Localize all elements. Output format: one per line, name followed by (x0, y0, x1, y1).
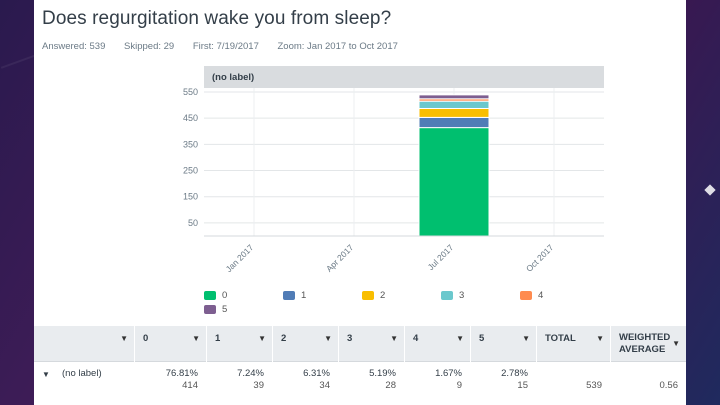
cell-col-2: 6.31% 34 (303, 368, 330, 391)
x-tick-label: Jan 2017 (224, 242, 256, 274)
header-col-1[interactable]: 1 ▼ (206, 326, 272, 362)
cell-col-3: 5.19% 28 (369, 368, 396, 391)
y-tick-label: 450 (183, 113, 198, 123)
legend-label: 5 (222, 304, 228, 315)
cell-col-4: 1.67% 9 (435, 368, 462, 391)
bar-segment-2 (418, 107, 490, 118)
legend-label: 3 (459, 290, 465, 301)
chevron-down-icon[interactable]: ▼ (42, 370, 50, 379)
plot-area (204, 88, 604, 236)
table-row: ▼ (no label) 76.81% 414 7.24% 39 6.31% 3… (34, 362, 686, 405)
legend-swatch (283, 291, 295, 300)
chevron-down-icon: ▼ (258, 334, 266, 343)
table-header: ▼ 0 ▼ 1 ▼ 2 ▼ 3 ▼ 4 ▼ 5 (34, 326, 686, 362)
x-tick-label: Apr 2017 (324, 242, 356, 274)
header-col-2[interactable]: 2 ▼ (272, 326, 338, 362)
header-col-total[interactable]: TOTAL ▼ (536, 326, 610, 362)
zoom-range: Zoom: Jan 2017 to Oct 2017 (277, 41, 398, 52)
cell-col-0: 76.81% 414 (165, 368, 198, 391)
legend-item-3[interactable]: 3 (441, 290, 464, 301)
bar-segment-3 (418, 100, 490, 109)
x-tick-label: Oct 2017 (524, 242, 556, 274)
legend-swatch (441, 291, 453, 300)
header-col-0[interactable]: 0 ▼ (134, 326, 206, 362)
chevron-down-icon: ▼ (672, 339, 680, 348)
header-col-5[interactable]: 5 ▼ (470, 326, 536, 362)
chart-header-band (204, 66, 604, 88)
question-title: Does regurgitation wake you from sleep? (42, 8, 392, 29)
cell-weighted-average: 0.56 (659, 380, 679, 391)
stacked-bar-chart: (no label) 50 150 250 350 450 550 Jan 2017 Apr 2… (183, 66, 604, 274)
legend-label: 1 (301, 290, 307, 301)
legend-label: 4 (538, 290, 544, 301)
chevron-down-icon: ▼ (192, 334, 200, 343)
chevron-down-icon: ▼ (324, 334, 332, 343)
first-date: First: 7/19/2017 (192, 41, 259, 52)
skipped-count: Skipped: 29 (124, 41, 175, 52)
bar-segment-5 (418, 94, 490, 100)
cell-col-5: 2.78% 15 (501, 368, 528, 391)
slide-nav-diamond-icon (704, 184, 716, 196)
y-tick-label: 350 (183, 139, 198, 149)
header-col-3[interactable]: 3 ▼ (338, 326, 404, 362)
header-col-4[interactable]: 4 ▼ (404, 326, 470, 362)
legend-swatch (362, 291, 374, 300)
legend-item-2[interactable]: 2 (362, 290, 385, 301)
bar-segment-0 (418, 127, 490, 237)
chart-legend: 0 1 2 3 4 5 (204, 290, 624, 320)
y-tick-label: 50 (188, 218, 198, 228)
chevron-down-icon: ▼ (596, 334, 604, 343)
legend-item-4[interactable]: 4 (520, 290, 543, 301)
chevron-down-icon: ▼ (522, 334, 530, 343)
legend-label: 2 (380, 290, 386, 301)
chevron-down-icon: ▼ (390, 334, 398, 343)
bar-segment-1 (418, 116, 490, 129)
chevron-down-icon: ▼ (120, 334, 128, 343)
legend-label: 0 (222, 290, 228, 301)
legend-swatch (204, 291, 216, 300)
y-tick-label: 250 (183, 166, 198, 176)
chart-panel-label: (no label) (212, 72, 254, 83)
x-tick-label: Jul 2017 (426, 242, 456, 272)
legend-item-0[interactable]: 0 (204, 290, 227, 301)
question-meta: Answered: 539 Skipped: 29 First: 7/19/20… (42, 41, 414, 52)
chevron-down-icon: ▼ (456, 334, 464, 343)
legend-swatch (204, 305, 216, 314)
header-row-label[interactable]: ▼ (34, 326, 134, 362)
legend-swatch (520, 291, 532, 300)
y-tick-label: 550 (183, 87, 198, 97)
survey-question-panel: Does regurgitation wake you from sleep? … (34, 0, 686, 405)
row-label-cell[interactable]: ▼ (no label) (42, 368, 102, 379)
results-table: ▼ 0 ▼ 1 ▼ 2 ▼ 3 ▼ 4 ▼ 5 (34, 326, 686, 405)
y-tick-label: 150 (183, 192, 198, 202)
cell-col-1: 7.24% 39 (237, 368, 264, 391)
legend-item-1[interactable]: 1 (283, 290, 306, 301)
legend-item-5[interactable]: 5 (204, 304, 227, 315)
header-col-weighted-average[interactable]: WEIGHTED AVERAGE ▼ (610, 326, 686, 362)
cell-total: 539 (586, 380, 602, 391)
answered-count: Answered: 539 (42, 41, 106, 52)
